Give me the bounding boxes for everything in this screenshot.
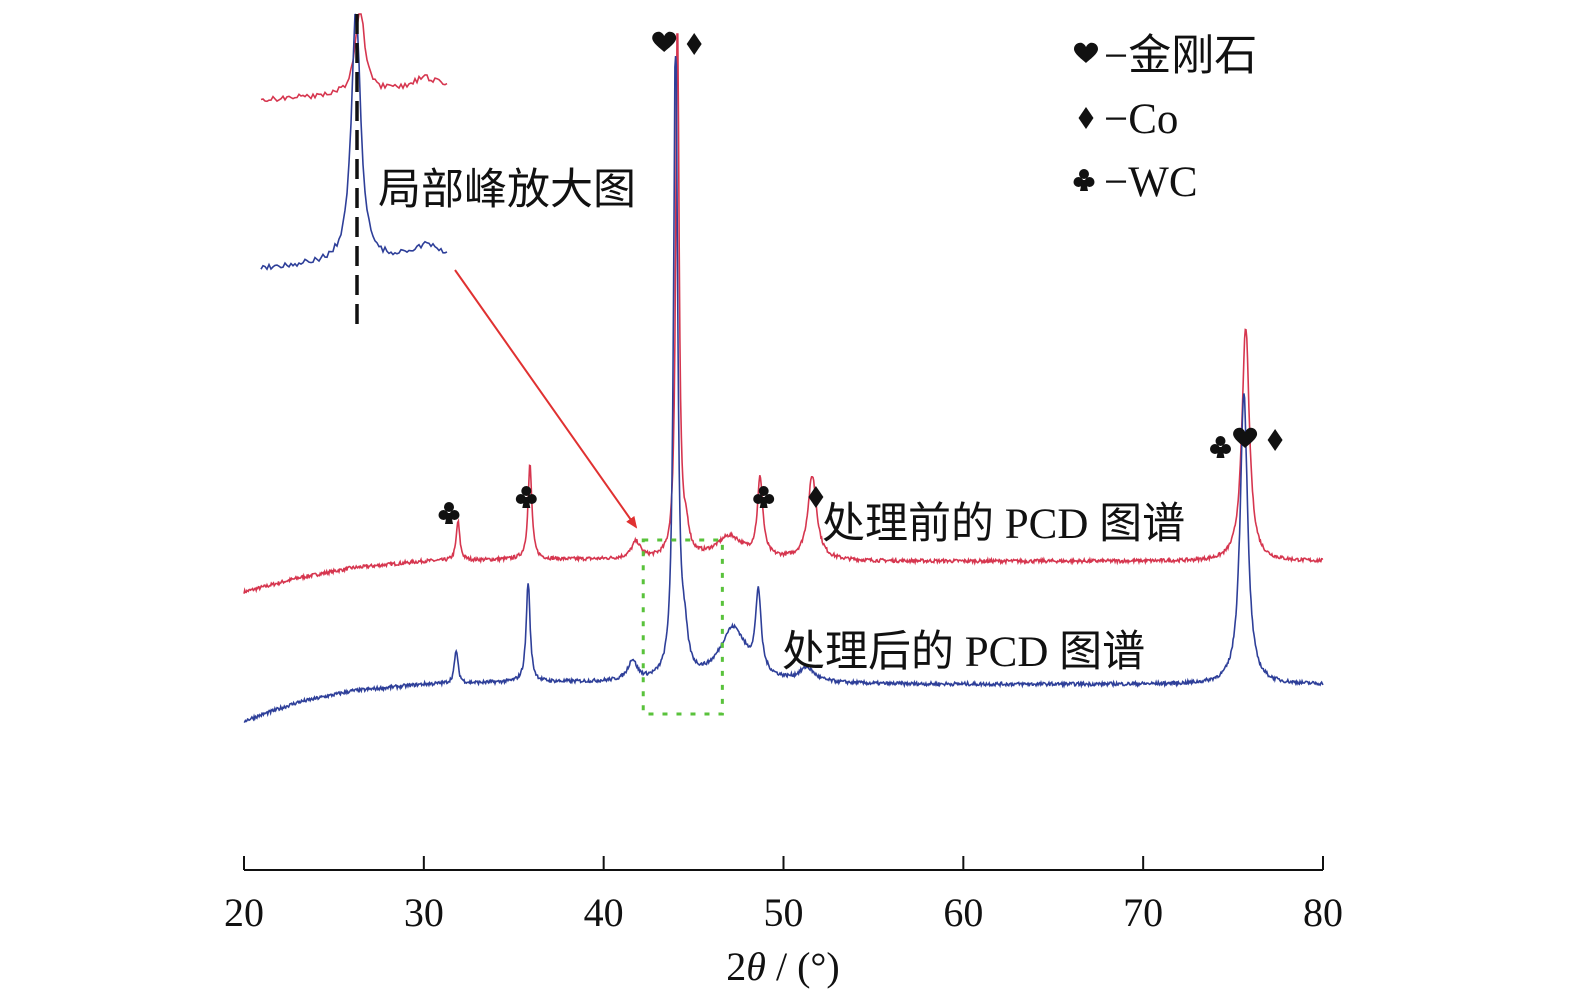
x-tick-label: 30 [404, 890, 444, 935]
legend-item-diamond-phase: −金刚石 [1074, 32, 1257, 80]
club-symbol-icon [1073, 169, 1095, 191]
x-axis: 20 30 40 50 60 70 80 [224, 856, 1343, 935]
x-tick-label: 60 [943, 890, 983, 935]
diamond-marker-icon [686, 33, 702, 55]
inset-label: 局部峰放大图 [378, 167, 636, 214]
series-label-after: 处理后的 PCD 图谱 [782, 629, 1145, 676]
heart-marker-icon [652, 31, 677, 52]
club-marker-icon [438, 502, 460, 524]
series-layer [243, 33, 1324, 724]
x-tick-label: 20 [224, 890, 264, 935]
legend-label: −金刚石 [1104, 32, 1257, 80]
heart-symbol-icon [1074, 42, 1098, 63]
legend-item-co: −Co [1078, 96, 1178, 143]
diamond-marker-icon [1267, 429, 1283, 451]
inset-trace-after [260, 13, 448, 271]
x-tick-label: 80 [1303, 890, 1343, 935]
magnified-region-box [641, 538, 724, 716]
legend-label: −Co [1104, 96, 1178, 143]
diamond-symbol-icon [1078, 107, 1094, 129]
inset-zoom-plot [260, 13, 448, 326]
legend: −金刚石 −Co −WC [1073, 32, 1257, 206]
legend-item-wc: −WC [1073, 159, 1198, 206]
club-marker-icon [1210, 436, 1231, 458]
x-tick-label: 40 [584, 890, 624, 935]
series-line-before [243, 33, 1324, 594]
x-axis-title: 2θ / (°) [726, 944, 839, 989]
club-marker-icon [753, 486, 775, 508]
inset-pointer-arrow [454, 269, 638, 529]
x-tick-label: 50 [764, 890, 804, 935]
x-tick-label: 70 [1123, 890, 1163, 935]
legend-label: −WC [1104, 159, 1198, 206]
series-line-after [243, 55, 1324, 724]
club-marker-icon [515, 486, 537, 508]
series-label-before: 处理前的 PCD 图谱 [822, 501, 1185, 548]
